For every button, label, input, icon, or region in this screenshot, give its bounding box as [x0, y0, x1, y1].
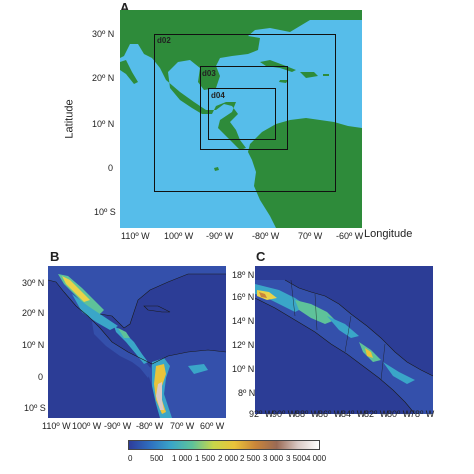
panel-a-xlabel: Longitude — [364, 228, 413, 240]
domain-d02-box — [154, 34, 336, 192]
panel-b-lat-tick: 10º N — [22, 340, 45, 350]
panel-b-lon-tick: -90º W — [104, 421, 132, 431]
panel-b-cuba — [143, 305, 171, 313]
panel-c-border — [290, 279, 386, 381]
panel-a-lon-tick: -90º W — [206, 231, 234, 241]
guiana-highlands — [188, 364, 208, 374]
panel-c-lat-tick: 8º N — [238, 388, 256, 398]
honduras-highlands — [295, 300, 335, 324]
colorbar-tick: 500 — [150, 454, 164, 463]
baja-california-land — [120, 60, 138, 84]
panel-a-lon-tick: 100º W — [164, 231, 194, 241]
colorbar-tick: 4 000 — [306, 454, 327, 463]
panel-c-terrain-svg — [255, 279, 433, 414]
panel-c-letter: C — [256, 249, 266, 264]
panel-b-lat-tick: 30º N — [22, 278, 45, 288]
guatemala-summits — [259, 292, 267, 298]
panel-b-lon-tick: 110º W — [42, 421, 71, 431]
panel-a-lat-tick: 30º N — [92, 29, 115, 39]
panel-a-lon-tick: -60º W — [336, 231, 364, 241]
panel-c-lon-tick: 78º W — [410, 409, 435, 419]
galapagos-islands — [214, 167, 219, 171]
panel-c-lon-tick: 84º W — [341, 409, 366, 419]
panel-b-lon-tick: 70º W — [170, 421, 195, 431]
north-america-land — [120, 10, 362, 150]
panel-b-lon-tick: 100º W — [72, 421, 102, 431]
panel-b-map — [48, 266, 226, 418]
panel-c-lon-tick: 92º W — [249, 409, 274, 419]
panel-a-lat-tick: 10º N — [92, 119, 115, 129]
andes-peaks — [156, 382, 164, 410]
colorbar-tick: 3 000 — [263, 454, 284, 463]
panel-a-lon-tick: 70º W — [298, 231, 323, 241]
panel-c-map — [255, 266, 433, 414]
panel-a-lon-tick: -80º W — [252, 231, 280, 241]
panama-ridge — [383, 362, 415, 384]
domain-d03-box — [200, 66, 288, 150]
colorbar-tick: 2 000 — [218, 454, 239, 463]
panel-c-coastline-south — [255, 297, 416, 414]
costa-rica-peaks — [365, 348, 373, 358]
guatemala-highlands — [255, 284, 307, 312]
panel-c-lat-tick: 18º N — [232, 270, 255, 280]
panel-c-lat-tick: 10º N — [232, 364, 255, 374]
colorbar-tick: 3 500 — [286, 454, 307, 463]
domain-d04-box — [208, 88, 276, 140]
domain-d03-label: d03 — [202, 69, 216, 78]
domain-d02-label: d02 — [157, 36, 171, 45]
sierra-madre-peaks — [62, 276, 90, 302]
panel-b-lon-tick: -80º W — [136, 421, 164, 431]
central-america-peaks — [118, 328, 130, 338]
panel-a-lat-tick: 20º N — [92, 73, 115, 83]
panel-c-lon-tick: 90º W — [272, 409, 297, 419]
panel-a-map: d02 d03 d04 — [120, 10, 362, 228]
panel-b-lat-tick: 10º S — [24, 403, 46, 413]
panel-b-lon-tick: 60º W — [200, 421, 225, 431]
colorbar-tick: 1 000 — [172, 454, 193, 463]
south-america-land — [248, 118, 362, 228]
panel-a-ylabel: Latitude — [63, 99, 76, 139]
panel-b-coastline — [48, 279, 226, 365]
colorbar-tick: 0 — [128, 454, 133, 463]
panel-a-land-svg — [120, 10, 362, 228]
panel-a-lon-tick: 110º W — [121, 231, 150, 241]
panel-c-lat-tick: 16º N — [232, 292, 255, 302]
panel-b-letter: B — [50, 249, 60, 264]
panel-c-coastline-north — [284, 279, 433, 377]
panel-c-lon-tick: 80º W — [387, 409, 412, 419]
elevation-colorbar — [128, 440, 320, 450]
panel-b-land-north — [48, 266, 226, 378]
panel-c-lat-tick: 12º N — [232, 340, 255, 350]
nicaragua-ridge — [327, 316, 359, 338]
puerto-rico-island — [323, 74, 329, 76]
panel-c-land — [255, 280, 433, 414]
mexico-plateau — [72, 294, 118, 330]
guatemala-peaks — [257, 290, 277, 300]
panel-c-lon-tick: 86º W — [318, 409, 343, 419]
panel-b-terrain-svg — [48, 266, 226, 418]
panel-a-letter: A — [120, 0, 130, 15]
domain-d04-label: d04 — [211, 91, 225, 100]
panel-c-lat-tick: 14º N — [232, 316, 255, 326]
panel-c-lon-tick: 82º W — [364, 409, 389, 419]
panel-b-coastline-gulf — [99, 273, 226, 329]
panel-b-lat-tick: 20º N — [22, 308, 45, 318]
colorbar-tick: 2 500 — [240, 454, 261, 463]
panel-a-lat-tick: 10º S — [94, 207, 116, 217]
colorbar-tick: 1 500 — [195, 454, 216, 463]
panel-b-lat-tick: 0 — [38, 372, 44, 382]
jamaica-island — [279, 80, 288, 83]
panel-a-lat-tick: 0 — [108, 163, 114, 173]
colorbar-ticks: 0 500 1 000 1 500 2 000 2 500 3 000 3 50… — [128, 454, 326, 466]
panel-c-lon-tick: 88º W — [295, 409, 320, 419]
hispaniola-island — [300, 72, 318, 78]
